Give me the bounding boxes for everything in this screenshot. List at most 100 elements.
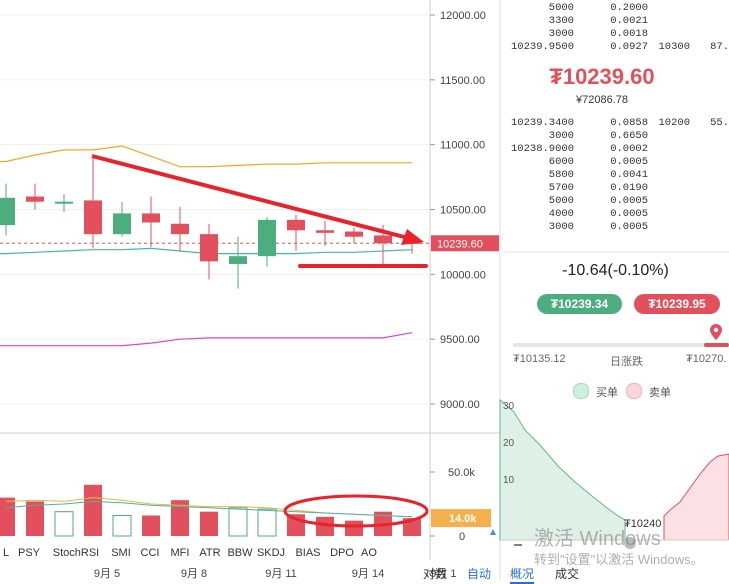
- tab-overview[interactable]: 概况: [510, 565, 535, 584]
- bids-amount: 0.0858: [610, 117, 648, 129]
- bids-amount: 0.0005: [610, 156, 648, 168]
- bids-row[interactable]: 5700 0.0190: [502, 182, 729, 195]
- indicator-label: MFI: [171, 547, 190, 559]
- volume-bar: [84, 484, 102, 536]
- last-price: ₮10239.60: [549, 64, 655, 89]
- indicator-label: PSY: [18, 547, 41, 559]
- bids-total: 10200: [658, 117, 690, 129]
- candle-body: [316, 230, 334, 233]
- bids-amount: 0.0190: [610, 182, 648, 194]
- bids-row[interactable]: 5800 0.0041: [502, 169, 729, 182]
- price-tick-label: 11500.00: [440, 75, 485, 87]
- price-change: -10.64(-0.10%): [562, 262, 669, 279]
- depth-marker: [624, 537, 636, 549]
- date-tick-label: 9月 8: [181, 568, 207, 580]
- bids-price: 3000: [548, 221, 574, 233]
- depth-y-tick: 10: [503, 475, 515, 486]
- candle-body: [258, 219, 276, 257]
- price-tick-label: 9500.00: [440, 334, 480, 346]
- volume-bar: [228, 507, 248, 537]
- daily-range-fill: [704, 343, 729, 347]
- candle-body: [374, 235, 392, 244]
- asks-row[interactable]: 3000 0.0018: [502, 28, 729, 41]
- current-price-tag: [431, 235, 499, 252]
- bids-extra: 55.: [710, 117, 729, 129]
- depth-y-tick: 30: [503, 401, 515, 412]
- date-tick-label: 9月 11: [265, 568, 297, 580]
- volume-ma-line: [5, 500, 413, 518]
- depth-y-tick: 20: [503, 438, 515, 449]
- asks-row[interactable]: 5000 0.2000: [502, 2, 729, 15]
- bids-amount: 0.0002: [610, 143, 648, 155]
- asks-row[interactable]: 3300 0.0021: [502, 15, 729, 28]
- bids-row[interactable]: 5000 0.0005: [502, 195, 729, 208]
- indicator-label: ATR: [199, 547, 220, 559]
- auto-scale-toggle[interactable]: 自动: [467, 567, 492, 581]
- last-price-cny: ¥72086.78: [576, 94, 628, 106]
- daily-range-track: [513, 343, 729, 347]
- sell-legend-label: 卖单: [649, 387, 671, 399]
- volume-bar: [54, 511, 74, 537]
- volume-bar: [142, 515, 160, 536]
- bids-price: 6000: [548, 156, 574, 168]
- map-pin-icon: [710, 324, 723, 340]
- bids-row[interactable]: 3000 0.0005: [502, 221, 729, 234]
- orderbook: 5000 0.2000 3300 0.0021 3000 0.0018 10239.9500…: [502, 0, 729, 250]
- bids-row[interactable]: 3000 0.6650: [502, 130, 729, 143]
- depth-sell-area: [663, 453, 729, 541]
- asks-row[interactable]: 10239.9500 0.0927 10300 87.: [502, 41, 729, 54]
- indicator-label: SKDJ: [257, 547, 285, 559]
- candle-body: [287, 219, 305, 231]
- bids-amount: 0.0005: [610, 195, 648, 207]
- bids-row[interactable]: 10239.3400 0.0858 10200 55.: [502, 117, 729, 130]
- volume-bar: [200, 511, 218, 536]
- indicator-label: CCI: [141, 547, 160, 559]
- middle-band-line: [0, 247, 413, 255]
- indicator-label: DPO: [330, 547, 354, 559]
- current-price-label: 10239.60: [437, 238, 483, 250]
- price-tick-label: 11000.00: [440, 140, 485, 152]
- indicator-label: StochRSI: [53, 547, 99, 559]
- bids-price: 4000: [548, 208, 574, 220]
- candle-body: [26, 196, 44, 202]
- bids-row[interactable]: 6000 0.0005: [502, 156, 729, 169]
- date-tick-label: 9月 5: [94, 568, 120, 580]
- bids-price: 10238.9000: [510, 143, 574, 155]
- annotation-arrow-head: [401, 229, 424, 245]
- date-tick-label: 9月 14: [352, 568, 384, 580]
- price-tick-label: 10000.00: [440, 269, 486, 281]
- bids-amount: 0.0041: [610, 169, 648, 181]
- candle-body: [55, 201, 73, 204]
- date-axis: [0, 562, 430, 580]
- upper-band-line: [0, 145, 412, 168]
- candle-body: [84, 200, 102, 235]
- ask-price-button[interactable]: ₮10239.95: [634, 294, 720, 314]
- asks-amount: 0.2000: [610, 2, 648, 14]
- volume-bar: [0, 497, 15, 536]
- daily-range-label: 日涨跌: [610, 356, 643, 368]
- indicator-label: AO: [361, 547, 377, 559]
- bids-row[interactable]: 10238.9000 0.0002: [502, 143, 729, 156]
- bids-price: 5800: [548, 169, 574, 181]
- asks-amount: 0.0021: [610, 15, 648, 27]
- daily-range-low: ₮10135.12: [513, 353, 566, 365]
- log-scale-toggle[interactable]: 对数: [423, 567, 448, 581]
- annotation-ellipse: [283, 494, 429, 528]
- price-tick-label: 12000.00: [440, 10, 486, 22]
- candle-body: [229, 256, 247, 264]
- current-volume-label: 14.0k: [449, 513, 477, 525]
- asks-amount: 0.0927: [610, 41, 648, 53]
- asks-price: 3000: [548, 28, 574, 40]
- tab-trades[interactable]: 成交: [555, 567, 580, 581]
- bids-row[interactable]: 4000 0.0005: [502, 208, 729, 221]
- indicator-label: BIAS: [295, 547, 320, 559]
- bid-price-button[interactable]: ₮10239.34: [537, 294, 622, 314]
- volume-bar: [26, 501, 44, 536]
- asks-amount: 0.0018: [610, 28, 648, 40]
- bids-price: 5700: [548, 182, 574, 194]
- volume-tick-label: 0: [459, 531, 465, 543]
- volume-bar: [112, 515, 132, 537]
- volume-bar: [171, 500, 189, 536]
- indicator-label: L: [3, 547, 9, 559]
